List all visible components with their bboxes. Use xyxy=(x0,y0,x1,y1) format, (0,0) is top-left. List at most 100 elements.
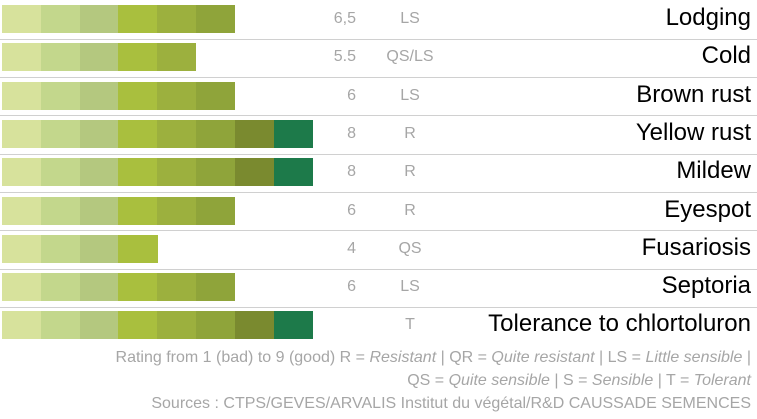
class-label: QS/LS xyxy=(386,48,434,66)
rating-chart: 6,5 LS Lodging 5.5 QS/LS Cold 6 LS Brown rust 8 R Y… xyxy=(0,4,757,348)
bar-segment xyxy=(196,5,236,33)
trait-label: Septoria xyxy=(661,272,751,300)
row-divider xyxy=(0,306,757,308)
row-divider xyxy=(0,192,757,193)
bar-segment xyxy=(2,311,42,340)
bar-segment xyxy=(118,43,158,72)
bar-segment xyxy=(2,273,42,302)
bar-segment xyxy=(157,81,197,110)
score-label: 5.5 xyxy=(333,48,356,66)
row-divider xyxy=(0,268,757,270)
bar-segment xyxy=(273,158,313,187)
chart-row: 8 R Mildew xyxy=(0,157,757,195)
bar-segment xyxy=(79,311,119,340)
bar-segment xyxy=(118,234,158,263)
bar-segment xyxy=(40,43,81,72)
sources-line: Sources : CTPS/GEVES/ARVALIS Institut du… xyxy=(151,395,751,412)
score-label: 4 xyxy=(347,239,356,257)
bar-segment xyxy=(2,43,42,72)
bar-segment xyxy=(40,234,81,263)
bar-segment xyxy=(40,311,81,340)
bar-segment xyxy=(118,81,158,110)
bar-segment xyxy=(273,119,313,148)
bar-segment xyxy=(196,81,236,110)
bar-segment xyxy=(79,234,119,263)
bar-segment xyxy=(2,196,42,225)
bar-segment xyxy=(79,196,119,225)
row-divider xyxy=(0,115,757,117)
bar-segment xyxy=(40,196,81,225)
bar-segment xyxy=(157,196,197,225)
class-label: R xyxy=(404,163,416,181)
chart-row: T Tolerance to chlortoluron xyxy=(0,310,757,348)
trait-label: Tolerance to chlortoluron xyxy=(488,310,751,338)
legend-footer: Rating from 1 (bad) to 9 (good) R = Resi… xyxy=(0,346,751,415)
score-label: 8 xyxy=(347,124,356,142)
bar-segment xyxy=(157,119,197,148)
bar-segment xyxy=(196,311,236,340)
bar-segment xyxy=(118,119,158,148)
trait-label: Brown rust xyxy=(636,80,751,108)
bar-segment xyxy=(40,119,81,148)
score-label: 6 xyxy=(347,86,356,104)
bar-segment xyxy=(40,81,81,110)
bar-segment xyxy=(40,5,81,33)
bar-segment xyxy=(118,196,158,225)
bar-segment xyxy=(118,273,158,302)
chart-row: 6 LS Brown rust xyxy=(0,81,757,119)
bar-segment xyxy=(196,273,236,302)
bar-segment xyxy=(157,158,197,187)
bar-segment xyxy=(79,43,119,72)
bar-segment xyxy=(157,43,197,72)
bar-segment xyxy=(118,158,158,187)
score-label: 6 xyxy=(347,278,356,296)
class-label: R xyxy=(404,124,416,142)
bar-segment xyxy=(79,119,119,148)
bar-segment xyxy=(157,311,197,340)
bar-segment xyxy=(2,234,42,263)
row-divider xyxy=(0,38,757,40)
row-divider xyxy=(0,153,757,155)
bar-segment xyxy=(2,119,42,148)
bar-segment xyxy=(79,81,119,110)
class-label: LS xyxy=(400,10,420,27)
bar-segment xyxy=(234,119,275,148)
bar-segment xyxy=(196,158,236,187)
bar-segment xyxy=(234,158,275,187)
bar-segment xyxy=(2,5,42,33)
chart-row: 5.5 QS/LS Cold xyxy=(0,42,757,80)
trait-label: Yellow rust xyxy=(635,118,751,146)
bar-segment xyxy=(157,273,197,302)
trait-label: Mildew xyxy=(676,157,751,185)
class-label: QS xyxy=(398,239,422,257)
bar-segment xyxy=(196,119,236,148)
class-label: LS xyxy=(400,278,420,296)
row-divider xyxy=(0,77,757,79)
bar-segment xyxy=(196,196,236,225)
bar-segment xyxy=(157,5,197,33)
bar-segment xyxy=(118,311,158,340)
chart-row: 6,5 LS Lodging xyxy=(0,4,757,42)
bar-segment xyxy=(234,311,275,340)
bar-segment xyxy=(79,273,119,302)
chart-row: 8 R Yellow rust xyxy=(0,119,757,157)
footer-line-1: Rating from 1 (bad) to 9 (good) R = Resi… xyxy=(115,349,751,366)
score-label: 8 xyxy=(347,163,356,181)
chart-row: 6 LS Septoria xyxy=(0,272,757,310)
bar-segment xyxy=(118,5,158,33)
row-divider xyxy=(0,230,757,232)
score-label: 6 xyxy=(347,201,356,219)
trait-label: Eyespot xyxy=(664,195,751,223)
bar-segment xyxy=(79,5,119,33)
trait-label: Cold xyxy=(701,42,751,70)
bar-segment xyxy=(2,158,42,187)
chart-row: 4 QS Fusariosis xyxy=(0,234,757,272)
class-label: T xyxy=(405,316,415,334)
bar-segment xyxy=(273,311,313,340)
bar-segment xyxy=(40,273,81,302)
bar-segment xyxy=(79,158,119,187)
footer-line-2: QS = Quite sensible | S = Sensible | T =… xyxy=(407,372,751,389)
bar-segment xyxy=(40,158,81,187)
chart-row: 6 R Eyespot xyxy=(0,196,757,234)
class-label: LS xyxy=(400,86,420,104)
